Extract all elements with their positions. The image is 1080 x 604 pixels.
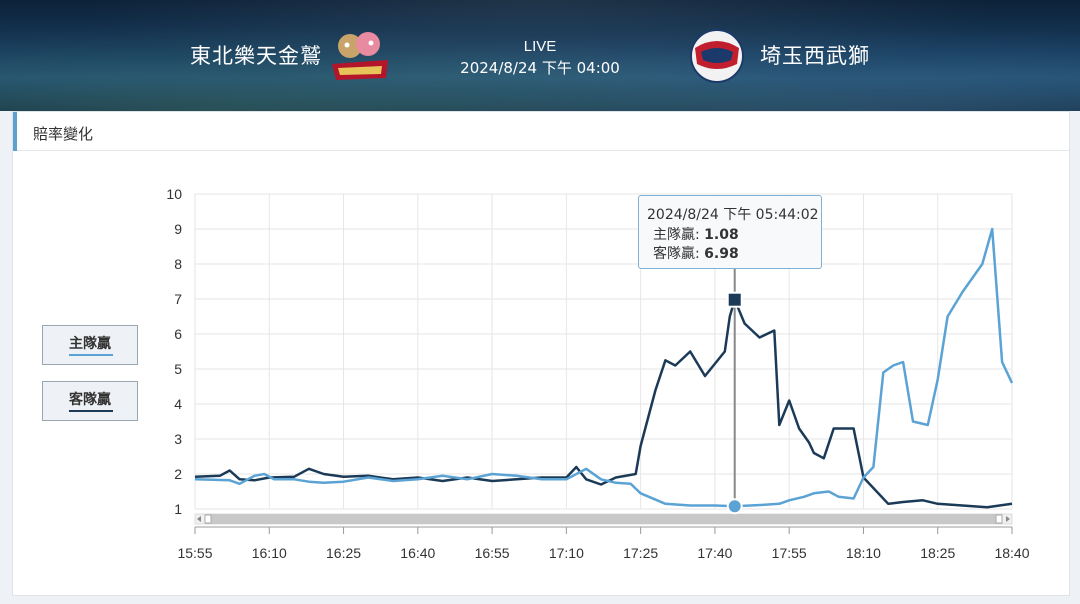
x-tick-label: 17:55 (772, 545, 807, 561)
header-background (0, 0, 1080, 111)
home-win-series-line (194, 227, 1014, 508)
match-datetime: 2024/8/24 下午 04:00 (460, 59, 620, 77)
tooltip-home-row: 主隊贏: 1.08 (653, 224, 739, 244)
chart-tooltip: 2024/8/24 下午 05:44:02 主隊贏: 1.08 客隊贏: 6.9… (638, 195, 822, 269)
scrollbar-thumb (205, 514, 1002, 524)
away-team-name: 埼玉西武獅 (760, 44, 870, 68)
away-win-series-line (194, 298, 1013, 509)
y-tick-label: 3 (174, 431, 182, 447)
x-tick-label: 17:40 (697, 545, 732, 561)
eagles-logo-icon (332, 32, 388, 80)
legend-away-swatch (69, 410, 113, 412)
x-tick-label: 16:10 (252, 545, 287, 561)
home-team-name: 東北樂天金鷲 (190, 44, 322, 68)
legend-home-label: 主隊贏 (69, 336, 111, 352)
tooltip-home-value: 1.08 (704, 227, 739, 243)
x-tick-label: 15:55 (177, 545, 212, 561)
x-tick-label: 18:40 (994, 545, 1029, 561)
x-tick-label: 17:10 (549, 545, 584, 561)
section-accent-bar (13, 112, 17, 151)
scroll-right-arrow-icon (1006, 516, 1010, 522)
match-header: 東北樂天金鷲 LIVE 2024/8/24 下午 04:00 埼玉西武獅 (0, 0, 1080, 111)
legend-away-label: 客隊贏 (69, 392, 111, 408)
x-tick-label: 18:25 (920, 545, 955, 561)
x-tick-label: 18:10 (846, 545, 881, 561)
scrollbar-handle-left (204, 514, 212, 524)
y-tick-label: 8 (174, 256, 182, 272)
tooltip-away-row: 客隊贏: 6.98 (653, 243, 739, 263)
y-tick-label: 5 (174, 361, 182, 377)
tooltip-time: 2024/8/24 下午 05:44:02 (647, 207, 819, 223)
x-tick-label: 16:40 (400, 545, 435, 561)
away-highlight-marker (726, 291, 743, 308)
x-tick-label: 16:25 (326, 545, 361, 561)
legend-home-toggle[interactable]: 主隊贏 (42, 325, 138, 365)
scrollbar-handle-right (995, 514, 1003, 524)
legend-away-toggle[interactable]: 客隊贏 (42, 381, 138, 421)
tooltip-away-value: 6.98 (704, 246, 739, 262)
y-tick-label: 2 (174, 466, 182, 482)
scroll-left-arrow-icon (197, 516, 201, 522)
section-title: 賠率變化 (33, 125, 94, 143)
y-tick-label: 6 (174, 326, 182, 342)
section-header: 賠率變化 (13, 112, 1069, 151)
y-tick-label: 1 (174, 501, 182, 517)
y-tick-label: 10 (166, 186, 182, 202)
home-highlight-marker (726, 498, 743, 515)
x-tick-label: 17:25 (623, 545, 658, 561)
y-tick-label: 9 (174, 221, 182, 237)
x-tick-label: 16:55 (475, 545, 510, 561)
y-tick-label: 4 (174, 396, 182, 412)
lions-logo-icon (690, 29, 744, 83)
tooltip-away-label: 客隊贏: (653, 246, 700, 262)
live-status: LIVE (523, 38, 557, 55)
y-tick-label: 7 (174, 291, 182, 307)
legend-home-swatch (69, 354, 113, 356)
tooltip-home-label: 主隊贏: (653, 227, 700, 243)
